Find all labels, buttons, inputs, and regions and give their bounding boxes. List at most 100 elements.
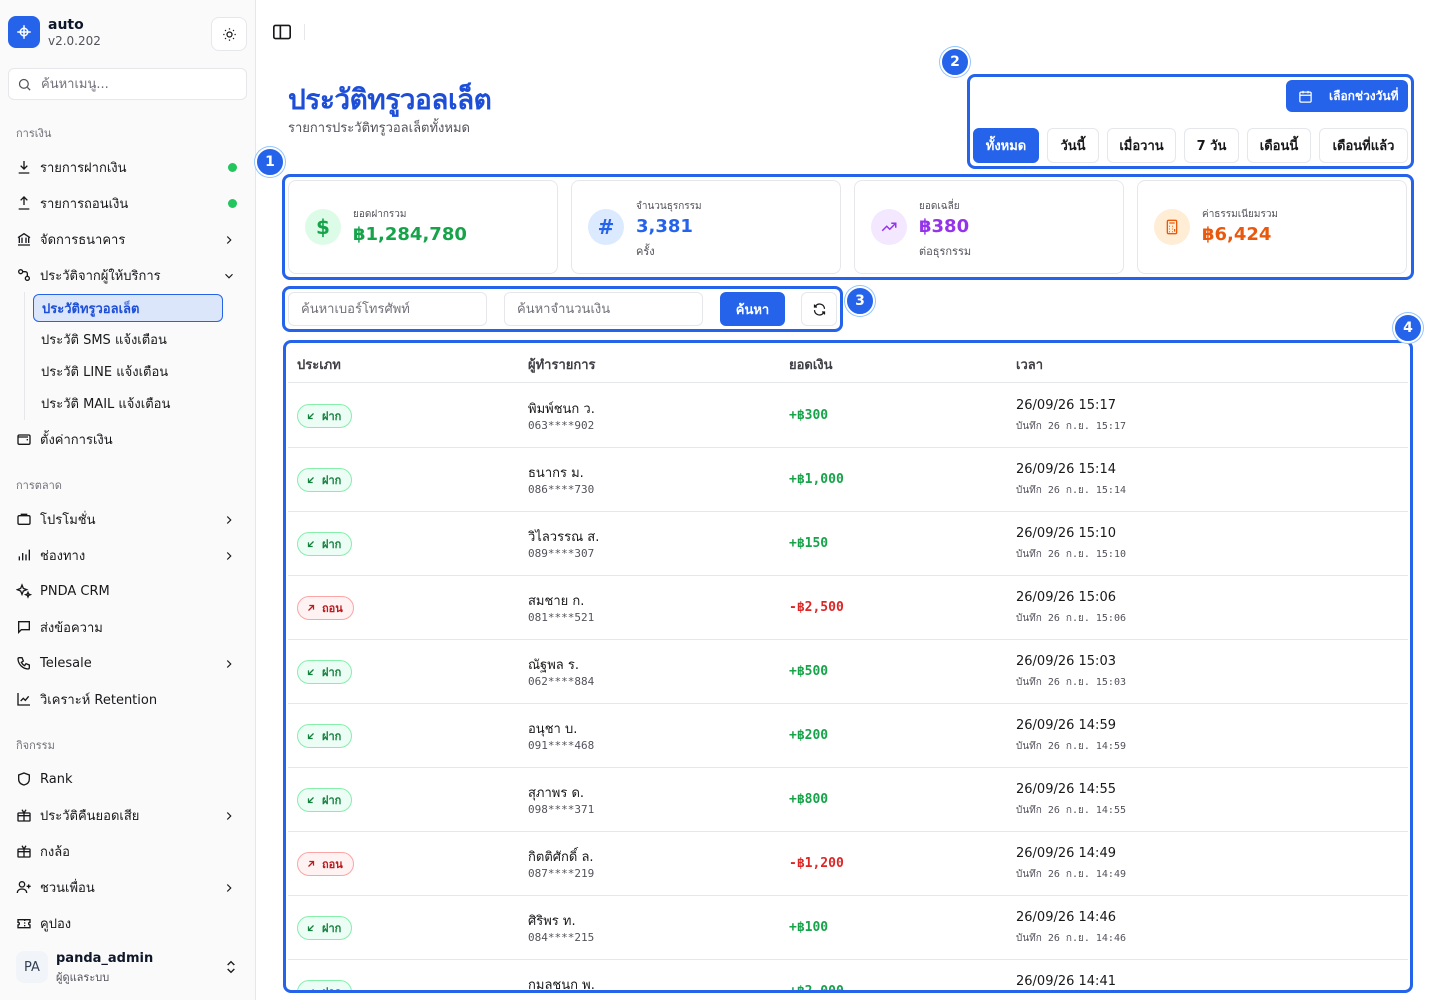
refresh-icon — [813, 302, 825, 316]
sidebar-item-withdrawals[interactable]: รายการถอนเงิน — [8, 187, 246, 219]
recorded-time: บันทึก 26 ก.ย. 15:06 — [1016, 613, 1126, 624]
type-label: ฝาก — [322, 983, 341, 990]
sidebar-item-provider-history[interactable]: ประวัติจากผู้ให้บริการ — [8, 259, 246, 291]
payer-phone: 091****468 — [528, 739, 595, 752]
bank-icon — [17, 232, 31, 246]
line-chart-icon — [17, 693, 30, 706]
menu-search[interactable] — [8, 68, 247, 100]
sidebar-item-invite[interactable]: ชวนเพื่อน — [8, 871, 246, 903]
calendar-icon — [1299, 90, 1312, 103]
sidebar-item-messages[interactable]: ส่งข้อความ — [8, 611, 246, 643]
filter-this-month-button[interactable]: เดือนนี้ — [1247, 128, 1311, 163]
sidebar-subitem-mail[interactable]: ประวัติ MAIL แจ้งเตือน — [41, 396, 171, 412]
amount-value: +฿1,000 — [789, 472, 844, 487]
type-badge: ฝาก — [297, 980, 353, 990]
page-subtitle: รายการประวัติทรูวอลเล็ตทั้งหมด — [288, 121, 470, 136]
sidebar-item-bank-manage[interactable]: จัดการธนาคาร — [8, 223, 246, 255]
filter-all-button[interactable]: ทั้งหมด — [973, 128, 1039, 163]
sidebar-subitem-sms[interactable]: ประวัติ SMS แจ้งเตือน — [41, 332, 167, 348]
payer-name: ธนากร ม. — [528, 466, 584, 481]
type-label: ฝาก — [322, 922, 342, 935]
transaction-time: 26/09/26 14:55 — [1016, 782, 1116, 797]
sidebar-item-label: ประวัติคืนยอดเสีย — [40, 808, 140, 824]
search-button[interactable]: ค้นหา — [720, 292, 785, 326]
transaction-time: 26/09/26 15:03 — [1016, 654, 1116, 669]
table-row[interactable]: ถอน กิตติศักดิ์ ล. 087****219 -฿1,200 26/09/… — [288, 832, 1408, 896]
filter-last-month-button[interactable]: เดือนที่แล้ว — [1319, 128, 1408, 163]
amount-value: +฿2,000 — [789, 984, 844, 990]
status-dot — [228, 163, 237, 172]
sidebar-item-rank[interactable]: Rank — [8, 763, 246, 795]
sidebar-item-retention[interactable]: วิเคราะห์ Retention — [8, 683, 246, 715]
sidebar-item-crm[interactable]: PNDA CRM — [8, 575, 246, 607]
group-label-activities: กิจกรรม — [16, 739, 55, 752]
table-row[interactable]: ฝาก ศิริพร ท. 084****215 +฿100 26/09/26 14:4… — [288, 896, 1408, 960]
payer-name: ศิริพร ท. — [528, 914, 576, 929]
sidebar-item-label: รายการฝากเงิน — [40, 160, 127, 176]
payer-phone: 087****219 — [528, 867, 595, 880]
stat-card-fees: ค่าธรรมเนียมรวม ฿6,424 — [1137, 180, 1407, 274]
amount-search-field[interactable] — [504, 292, 703, 326]
column-header-amount[interactable]: ยอดเงิน — [789, 358, 833, 373]
menu-search-input[interactable] — [41, 73, 241, 95]
sidebar-item-label: ชวนเพื่อน — [40, 880, 95, 896]
bar-chart-icon — [18, 549, 30, 561]
arrow-up-right-icon — [308, 860, 315, 867]
column-header-payer[interactable]: ผู้ทำรายการ — [528, 358, 596, 373]
sidebar: auto v2.0.202 การเงิน รายการฝากเงิน รายก… — [0, 0, 256, 1000]
arrow-down-left-icon — [312, 989, 314, 990]
divider — [304, 24, 305, 40]
sidebar-item-channels[interactable]: ช่องทาง — [8, 539, 246, 571]
sidebar-toggle-icon[interactable] — [272, 23, 292, 41]
filter-7days-button[interactable]: 7 วัน — [1184, 128, 1239, 163]
sidebar-item-label: รายการถอนเงิน — [40, 196, 129, 212]
page-title: ประวัติทรูวอลเล็ต — [288, 83, 492, 116]
table-row[interactable]: ฝาก วิไลวรรณ ส. 089****307 +฿150 26/09/26 15… — [288, 512, 1408, 576]
avatar[interactable]: PA — [16, 951, 48, 983]
table-row[interactable]: ฝาก อนุชา บ. 091****468 +฿200 26/09/26 14:59… — [288, 704, 1408, 768]
table-row[interactable]: ฝาก พิมพ์ชนก ว. 063****902 +฿300 26/09/26 15… — [288, 384, 1408, 448]
app-version: v2.0.202 — [48, 34, 101, 48]
sidebar-subitem-wallet-history[interactable]: ประวัติทรูวอลเล็ต — [33, 294, 223, 322]
wallet-icon — [17, 434, 31, 445]
download-icon — [18, 161, 30, 174]
sidebar-item-coupon[interactable]: คูปอง — [8, 907, 246, 939]
sidebar-item-label: ประวัติจากผู้ให้บริการ — [40, 268, 161, 284]
type-badge: ฝาก — [297, 724, 353, 748]
payer-phone: 062****884 — [528, 675, 595, 688]
transaction-time: 26/09/26 15:14 — [1016, 462, 1116, 477]
filter-today-button[interactable]: วันนี้ — [1047, 128, 1099, 163]
phone-search-input[interactable] — [289, 293, 486, 325]
stat-value: ฿1,284,780 — [353, 224, 467, 245]
table-row[interactable]: ฝาก ณัฐพล ร. 062****884 +฿500 26/09/26 15:03… — [288, 640, 1408, 704]
refresh-button[interactable] — [801, 292, 837, 326]
amount-value: +฿150 — [789, 536, 829, 551]
transaction-time: 26/09/26 14:59 — [1016, 718, 1116, 733]
date-range-button[interactable]: เลือกช่วงวันที่ — [1286, 80, 1408, 112]
payer-name: พิมพ์ชนก ว. — [528, 402, 595, 417]
sidebar-item-promotions[interactable]: โปรโมชั่น — [8, 503, 246, 535]
sidebar-subitem-line[interactable]: ประวัติ LINE แจ้งเตือน — [41, 364, 169, 380]
filter-yesterday-button[interactable]: เมื่อวาน — [1107, 128, 1176, 163]
column-header-time[interactable]: เวลา — [1016, 358, 1044, 373]
theme-toggle-button[interactable] — [211, 17, 247, 51]
type-label: ฝาก — [322, 538, 342, 551]
transaction-time: 26/09/26 14:46 — [1016, 910, 1116, 925]
table-row[interactable]: ฝาก ธนากร ม. 086****730 +฿1,000 26/09/26 15:… — [288, 448, 1408, 512]
chevrons-up-down-icon[interactable] — [223, 959, 239, 975]
arrow-down-left-icon — [307, 669, 314, 676]
amount-search-input[interactable] — [505, 293, 702, 325]
phone-search-field[interactable] — [288, 292, 487, 326]
table-row[interactable]: ถอน สมชาย ก. 081****521 -฿2,500 26/09/26 15:… — [288, 576, 1408, 640]
sidebar-item-box[interactable]: กงล้อ — [8, 835, 246, 867]
payer-phone: 098****371 — [528, 803, 595, 816]
sidebar-item-telesale[interactable]: Telesale — [8, 647, 246, 679]
table-row[interactable]: ฝาก สุภาพร ด. 098****371 +฿800 26/09/26 14:5… — [288, 768, 1408, 832]
sidebar-item-deposits[interactable]: รายการฝากเงิน — [8, 151, 246, 183]
type-badge: ฝาก — [297, 916, 353, 940]
column-header-type[interactable]: ประเภท — [297, 358, 341, 373]
sidebar-item-finance-settings[interactable]: ตั้งค่าการเงิน — [8, 423, 246, 455]
sidebar-item-cashback[interactable]: ประวัติคืนยอดเสีย — [8, 799, 246, 831]
stat-card-average: ยอดเฉลี่ย ฿380 ต่อธุรกรรม — [854, 180, 1124, 274]
